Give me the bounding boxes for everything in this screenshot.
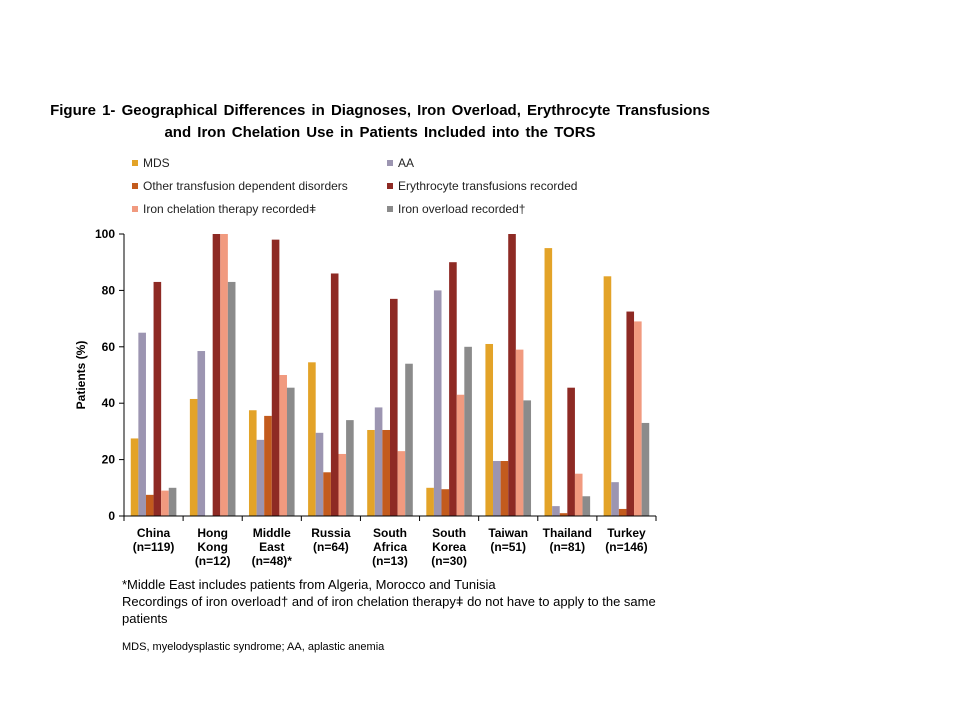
y-tick-label: 60 [102,340,116,354]
bar-mds-3 [308,362,316,516]
x-tick-label: Hong Kong (n=12) [195,526,231,568]
bar-other-transfusion-dependent-disorders-8 [618,508,627,516]
x-tick-label: Russia (n=64) [311,526,351,554]
bar-other-transfusion-dependent-disorders-6 [500,461,509,516]
bar-iron-overload-recorded-7 [582,496,591,516]
x-tick-label: Taiwan (n=51) [488,526,528,554]
legend-item-mds: MDS [132,155,387,170]
bar-iron-overload-recorded-5 [464,346,472,516]
bar-iron-chelation-therapy-recorded-4 [397,451,406,516]
bar-erythrocyte-transfusions-recorded-7 [567,387,575,516]
bar-iron-overload-recorded-2 [286,387,295,516]
y-axis-title: Patients (%) [74,341,88,410]
bar-aa-2 [256,439,265,516]
bar-iron-overload-recorded-0 [168,487,177,516]
bar-erythrocyte-transfusions-recorded-2 [271,239,280,516]
bar-erythrocyte-transfusions-recorded-4 [390,298,398,516]
legend-swatch-iron-chelation [132,205,138,212]
y-tick-label: 40 [102,396,116,410]
bar-erythrocyte-transfusions-recorded-3 [330,273,339,516]
bar-iron-overload-recorded-6 [523,400,532,516]
bar-erythrocyte-transfusions-recorded-6 [508,234,516,516]
bar-iron-overload-recorded-4 [405,363,413,516]
bar-iron-chelation-therapy-recorded-8 [634,321,642,516]
x-tick-label: Turkey (n=146) [605,526,647,554]
chart-legend: MDS AA Other transfusion dependent disor… [132,155,652,216]
bar-iron-chelation-therapy-recorded-3 [338,453,347,516]
legend-swatch-erythrocyte-transfusions [387,182,393,189]
bar-iron-chelation-therapy-recorded-2 [279,375,287,516]
bar-other-transfusion-dependent-disorders-4 [382,429,390,516]
bar-aa-4 [374,407,383,516]
bar-iron-overload-recorded-8 [641,422,650,516]
x-tick-label: South Africa (n=13) [372,526,408,568]
bar-mds-8 [603,276,612,516]
legend-swatch-mds [132,159,138,166]
legend-item-iron-overload: Iron overload recorded† [387,201,637,216]
legend-swatch-iron-overload [387,205,393,212]
legend-item-other-disorders: Other transfusion dependent disorders [132,178,387,193]
bar-aa-5 [433,290,442,516]
bar-mds-5 [426,487,434,516]
chart-axes [119,233,657,521]
footnote-middle-east: *Middle East includes patients from Alge… [122,577,496,592]
bar-iron-chelation-therapy-recorded-6 [515,349,524,516]
figure-title: Figure 1- Geographical Differences in Di… [50,102,710,141]
legend-label-aa: AA [398,155,415,170]
bar-aa-3 [315,432,324,516]
y-tick-label: 80 [102,283,116,297]
legend-label-other-disorders: Other transfusion dependent disorders [143,178,348,193]
y-tick-label: 20 [102,453,116,467]
bar-other-transfusion-dependent-disorders-5 [441,489,450,516]
bar-erythrocyte-transfusions-recorded-0 [153,281,162,516]
legend-label-erythrocyte-transfusions: Erythrocyte transfusions recorded [398,178,578,193]
bar-other-transfusion-dependent-disorders-3 [323,472,331,516]
y-tick-label: 100 [95,227,115,241]
legend-item-aa: AA [387,155,637,170]
chart-labels: 0 20 40 60 80 100 China (n=119) Hong Kong (n=12) Mi… [74,227,648,568]
x-tick-label: Middle East (n=48)* [252,526,293,568]
x-tick-label: China (n=119) [133,526,175,554]
legend-swatch-other-disorders [132,182,138,189]
footnotes: *Middle East includes patients from Alge… [122,576,692,656]
bar-iron-chelation-therapy-recorded-1 [220,234,228,516]
bar-mds-4 [367,429,375,516]
legend-swatch-aa [387,159,393,166]
bar-iron-overload-recorded-1 [227,281,236,516]
bar-aa-7 [552,506,560,516]
legend-label-iron-overload: Iron overload recorded† [398,201,526,216]
bar-other-transfusion-dependent-disorders-2 [264,415,272,516]
legend-item-iron-chelation: Iron chelation therapy recordedǂ [132,201,387,216]
bar-mds-1 [189,398,198,516]
footnote-recordings: Recordings of iron overload† and of iron… [122,594,656,626]
legend-label-iron-chelation: Iron chelation therapy recordedǂ [143,201,317,216]
bar-mds-6 [485,343,494,516]
bar-iron-chelation-therapy-recorded-5 [456,394,465,516]
bar-group [130,234,650,516]
bar-aa-0 [138,332,146,516]
bar-aa-6 [493,461,501,516]
bar-mds-0 [130,438,139,516]
bar-iron-chelation-therapy-recorded-7 [574,473,583,516]
bar-mds-7 [544,248,553,516]
legend-item-erythrocyte-transfusions: Erythrocyte transfusions recorded [387,178,637,193]
bar-erythrocyte-transfusions-recorded-5 [449,262,457,516]
bar-erythrocyte-transfusions-recorded-8 [626,311,635,516]
bar-aa-8 [611,482,619,516]
footnote-abbreviations: MDS, myelodysplastic syndrome; AA, aplas… [122,641,385,653]
bar-other-transfusion-dependent-disorders-7 [559,513,568,516]
bar-erythrocyte-transfusions-recorded-1 [212,234,221,516]
bar-iron-chelation-therapy-recorded-0 [161,490,169,516]
legend-label-mds: MDS [143,155,170,170]
x-tick-label: South Korea (n=30) [431,526,467,568]
bar-mds-2 [248,410,257,516]
bar-other-transfusion-dependent-disorders-0 [145,494,154,516]
bar-iron-overload-recorded-3 [346,420,354,516]
bar-aa-1 [197,351,206,516]
y-tick-label: 0 [108,509,115,523]
x-tick-label: Thailand (n=81) [543,526,592,554]
